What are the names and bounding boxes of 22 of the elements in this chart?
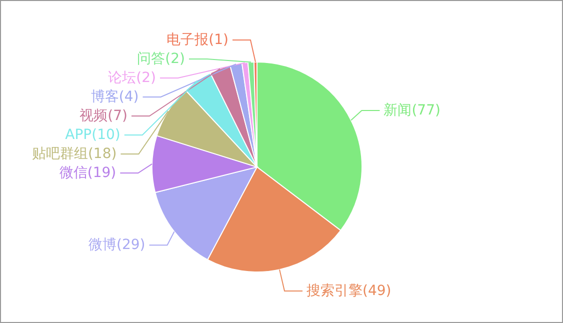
slice-label: 贴吧群组 [32,146,88,162]
slice-label: 电子报 [166,32,209,48]
slice-label: APP [65,127,92,144]
slice-label: 视频 [80,108,108,124]
slice-label: 博客 [90,89,119,106]
data-label: (7) [108,108,128,124]
slice-label: 论坛 [108,70,136,86]
data-label: (4) [118,89,139,106]
slice-label: 新闻 [384,102,412,118]
data-label: (49) [362,283,392,300]
data-label: (77) [412,102,440,118]
data-label: (18) [88,146,117,162]
data-label: (29) [116,237,146,254]
data-label: (2) [136,70,156,86]
data-label: (19) [87,165,116,182]
slice-label: 微信 [59,165,88,182]
data-label: (10) [92,127,120,144]
slice-label: 微博 [88,237,117,254]
data-label: (1) [208,32,228,48]
slice-label: 搜索引擎 [306,283,363,300]
data-label: (2) [165,51,185,68]
slice-label: 问答 [137,51,166,68]
